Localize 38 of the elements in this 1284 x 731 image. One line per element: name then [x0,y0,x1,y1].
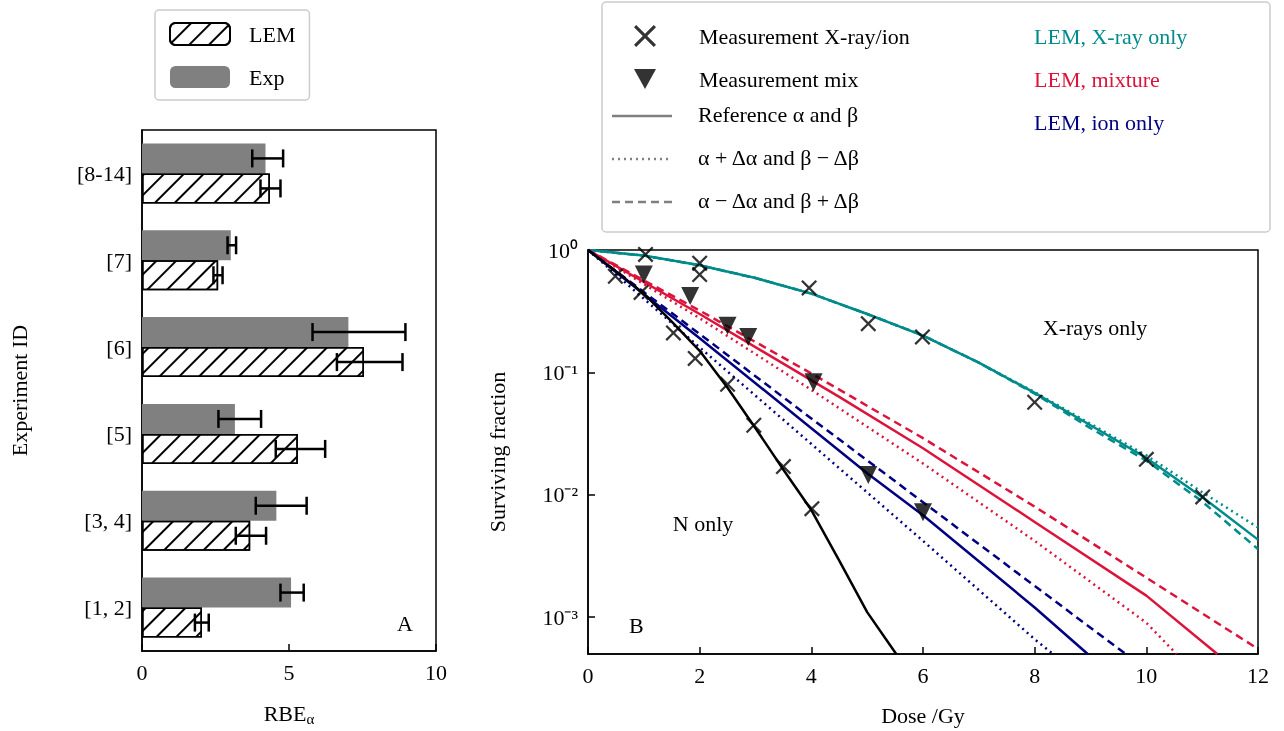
y-tick-label: [1, 2] [84,595,132,621]
y-tick-label: 10⁻³ [542,604,579,630]
y-axis-title: Experiment ID [6,324,32,457]
text: B [629,612,644,638]
y-tick-label: [5] [106,421,132,447]
x-tick-label: 2 [694,662,706,688]
x-tick-label: 8 [1029,662,1041,688]
legend-label: Measurement mix [699,66,859,92]
text: LEM, mixture [1034,66,1160,92]
legend-label: Measurement X-ray/ion [699,23,910,49]
x-tick-label: 5 [283,659,295,685]
annotation: N only [672,510,734,536]
y-tick-label: 10⁻² [542,482,579,508]
text: α − Δα and β + Δβ [698,187,859,213]
x-tick-label: 12 [1247,662,1269,688]
y-axis-title: Surviving fraction [484,371,510,533]
x-tick-label: 10 [425,659,447,685]
x-tick-label: 4 [805,662,817,688]
annotation: X-rays only [1042,314,1148,340]
x-tick-label: 10 [1135,662,1158,688]
y-tick-label: [3, 4] [84,508,132,534]
y-tick-label: 10⁻¹ [542,359,578,385]
text: LEM, ion only [1034,109,1165,135]
x-axis-title: RBEα [263,701,315,727]
x-tick-label: 6 [917,662,929,688]
y-tick-label: [6] [106,334,132,360]
legend-label: Exp [249,64,285,90]
text: A [397,610,413,636]
text: LEM, X-ray only [1034,23,1188,49]
legend-label: LEM [249,21,296,47]
text: Reference α and β [698,101,859,127]
x-tick-label: 0 [136,659,148,685]
y-tick-label: [8-14] [77,160,132,186]
x-axis-title: Dose /Gy [881,702,965,728]
y-tick-label: 10⁰ [548,237,578,263]
text: α + Δα and β − Δβ [698,144,859,170]
y-tick-label: [7] [106,247,132,273]
x-tick-label: 0 [582,662,594,688]
